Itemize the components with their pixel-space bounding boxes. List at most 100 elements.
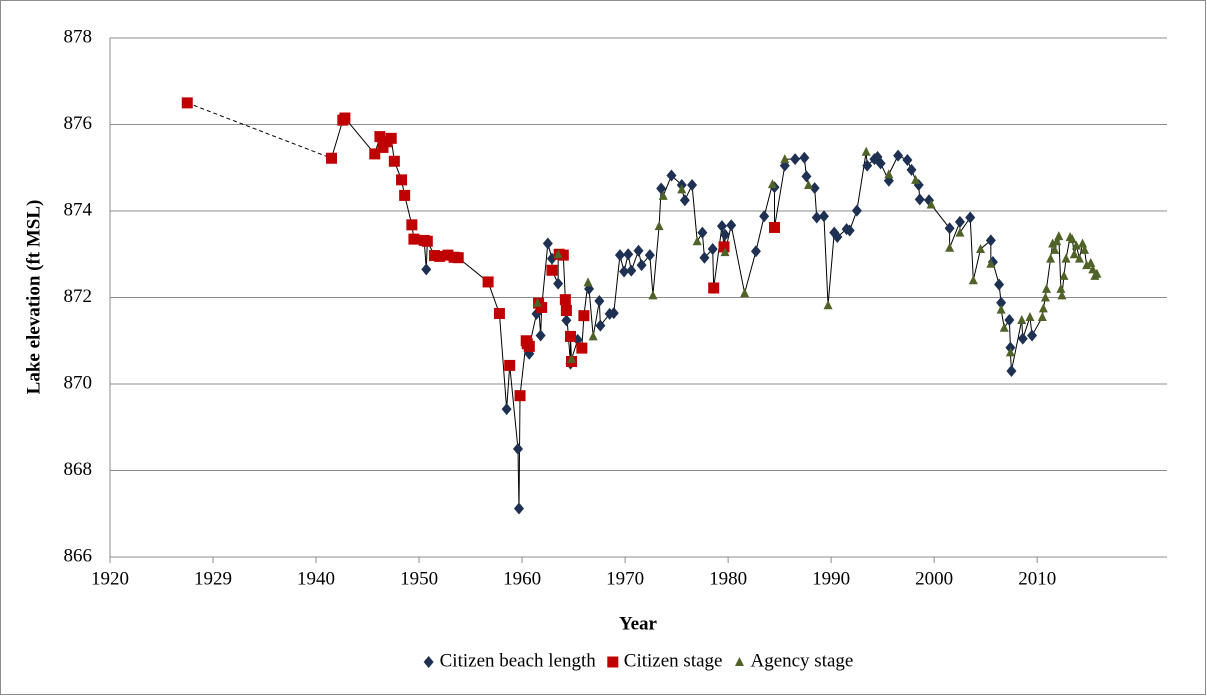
x-axis-title: Year: [619, 613, 658, 634]
diamond-marker: [666, 169, 677, 182]
diamond-marker: [1017, 332, 1028, 345]
connector-line: [649, 255, 654, 296]
triangle-marker: [986, 258, 996, 268]
diamond-marker: [697, 226, 708, 239]
connector-line: [187, 102, 332, 159]
legend-marker: [734, 657, 744, 666]
connector-line: [506, 365, 511, 410]
triangle-marker: [861, 146, 871, 156]
square-marker: [434, 250, 446, 262]
diamond-marker: [594, 294, 605, 307]
square-marker: [482, 276, 494, 288]
connector-line: [949, 221, 961, 248]
x-tick-label: 1980: [709, 568, 747, 589]
triangle-marker: [1069, 249, 1079, 259]
diamond-marker: [619, 265, 630, 278]
diamond-marker: [626, 264, 637, 277]
diamond-marker: [862, 159, 873, 172]
triangle-marker: [720, 247, 730, 257]
square-marker: [399, 189, 411, 201]
triangle-marker: [658, 190, 668, 200]
square-marker: [339, 112, 351, 124]
y-tick-label: 868: [64, 459, 93, 480]
diamond-marker: [561, 314, 572, 327]
connector-line: [588, 288, 594, 337]
connector-line: [972, 248, 982, 281]
triangle-marker: [1092, 268, 1102, 278]
diamond-marker: [799, 151, 810, 164]
square-marker: [408, 233, 420, 245]
square-marker: [708, 282, 720, 294]
connector-line: [562, 255, 566, 300]
square-marker: [325, 152, 337, 164]
y-tick-label: 866: [64, 545, 93, 566]
connector-line: [613, 255, 621, 314]
triangle-marker: [583, 277, 593, 287]
connector-line: [713, 226, 723, 289]
triangle-marker: [1041, 283, 1051, 293]
diamond-marker: [553, 277, 564, 290]
triangle-marker: [1054, 231, 1064, 241]
connector-line: [823, 216, 829, 306]
triangle-marker: [1067, 234, 1077, 244]
connector-line: [763, 184, 773, 217]
legend-marker: [607, 656, 619, 668]
diamond-marker: [801, 170, 812, 183]
connector-line: [652, 226, 660, 296]
square-marker: [718, 241, 730, 253]
triangle-marker: [1086, 257, 1096, 267]
triangle-marker: [803, 180, 813, 190]
square-marker: [578, 310, 590, 322]
square-marker: [377, 141, 389, 153]
diamond-marker: [421, 263, 432, 276]
square-marker: [504, 359, 516, 371]
triangle-marker: [1052, 236, 1062, 246]
y-tick-label: 876: [64, 113, 93, 134]
legend-label: Agency stage: [750, 650, 853, 671]
diamond-marker: [914, 193, 925, 206]
triangle-marker: [1078, 238, 1088, 248]
y-tick-label: 872: [64, 286, 93, 307]
square-marker: [768, 221, 780, 233]
y-axis-title: Lake elevation (ft MSL): [23, 200, 44, 395]
connector-line: [773, 165, 786, 228]
triangle-marker: [654, 221, 664, 231]
diamond-marker: [595, 319, 606, 332]
triangle-marker: [1038, 303, 1048, 313]
diamond-marker: [1006, 365, 1017, 378]
triangle-marker: [884, 169, 894, 179]
diamond-marker: [636, 259, 647, 272]
diamond-marker: [944, 222, 955, 235]
connector-line: [1045, 258, 1052, 289]
connector-line: [658, 188, 662, 227]
triangle-marker: [1074, 253, 1084, 263]
triangle-marker: [767, 179, 777, 189]
square-marker: [406, 219, 418, 231]
triangle-marker: [926, 199, 936, 209]
diamond-marker: [720, 228, 731, 241]
x-tick-label: 1970: [606, 568, 644, 589]
x-tick-label: 2000: [915, 568, 953, 589]
connector-line: [755, 216, 765, 252]
connector-line: [498, 313, 508, 410]
triangle-marker: [1025, 311, 1035, 321]
square-marker: [388, 155, 400, 167]
diamond-marker: [832, 230, 843, 243]
triangle-marker: [1017, 314, 1027, 324]
square-marker: [560, 304, 572, 316]
triangle-marker: [968, 275, 978, 285]
diamond-marker: [851, 204, 862, 217]
triangle-marker: [533, 297, 543, 307]
triangle-marker: [1080, 244, 1090, 254]
connector-line: [969, 217, 974, 281]
diamond-marker: [844, 224, 855, 237]
diamond-marker: [707, 243, 718, 256]
triangle-marker: [567, 353, 577, 363]
diamond-marker: [656, 182, 667, 195]
diamond-marker: [750, 245, 761, 258]
diamond-marker: [512, 442, 523, 455]
triangle-marker: [1040, 292, 1050, 302]
diamond-marker: [954, 215, 965, 228]
triangle-marker: [692, 236, 702, 246]
